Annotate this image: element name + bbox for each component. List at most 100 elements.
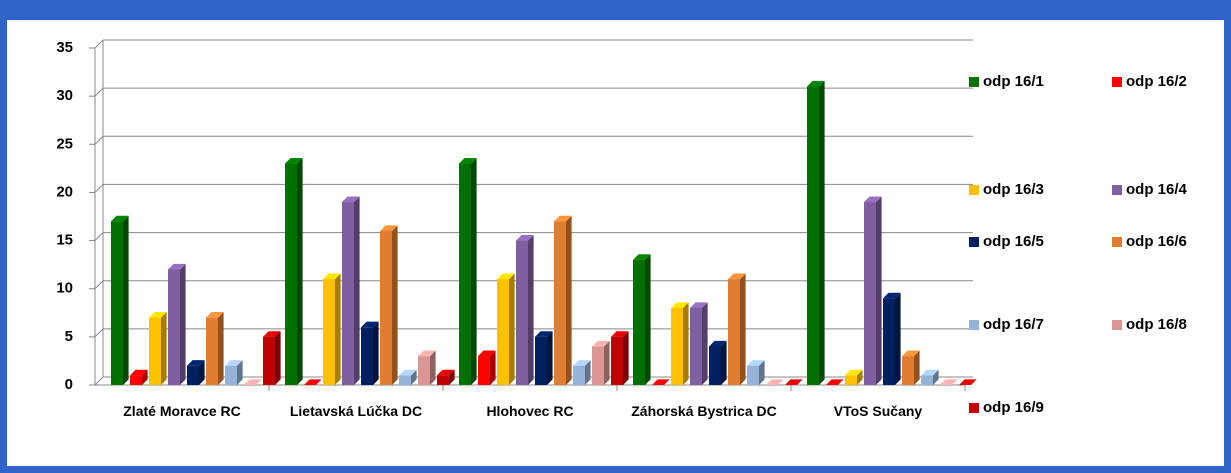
bar-top <box>671 302 689 308</box>
bar <box>323 279 335 385</box>
y-tick-label: 25 <box>56 135 73 152</box>
bar-side <box>354 196 360 385</box>
bar-top <box>709 340 727 347</box>
bar <box>902 356 914 385</box>
legend-swatch <box>969 237 979 247</box>
bar-side <box>721 340 727 385</box>
bar-top <box>244 379 262 385</box>
bar-side <box>430 350 436 385</box>
bar <box>690 307 702 385</box>
bar-top <box>187 360 205 366</box>
x-tick-label: VToS Sučany <box>833 403 923 419</box>
bar-top <box>263 331 281 337</box>
bar-top <box>883 292 901 299</box>
bar-side <box>933 369 939 385</box>
bar <box>592 346 604 385</box>
bar <box>516 240 528 385</box>
bar-top <box>690 302 708 308</box>
bar <box>864 202 876 385</box>
bar-top <box>111 215 129 222</box>
legend-label: odp 16/8 <box>1126 316 1187 333</box>
bar-top <box>959 379 977 385</box>
bar-top <box>304 379 322 385</box>
legend-label: odp 16/7 <box>983 316 1044 333</box>
bar <box>285 163 297 385</box>
bar-top <box>323 273 341 280</box>
x-tick-label: Zlaté Moravce RC <box>123 403 241 419</box>
bar <box>206 317 218 385</box>
bar <box>130 375 142 385</box>
bar-top <box>225 360 243 366</box>
x-tick-label: Hlohovec RC <box>486 403 574 419</box>
bar-top <box>902 350 920 357</box>
bar <box>633 259 645 385</box>
bar-top <box>633 254 651 260</box>
bar-side <box>759 360 765 385</box>
bar <box>807 86 819 385</box>
bar <box>149 317 161 385</box>
bar-side <box>199 360 205 385</box>
bar <box>554 221 566 385</box>
bar-side <box>123 215 129 385</box>
bar-top <box>785 379 803 385</box>
bar-top <box>766 379 784 385</box>
bar-side <box>373 321 379 385</box>
bar-side <box>180 263 186 385</box>
bar <box>478 356 490 385</box>
bar-top <box>380 225 398 231</box>
bar <box>497 279 509 385</box>
bar-side <box>623 331 629 385</box>
bar-top <box>497 273 515 280</box>
bar <box>168 269 180 385</box>
bar-side <box>449 369 455 385</box>
bar-side <box>585 360 591 385</box>
bar <box>380 230 392 385</box>
grid-line-depth <box>94 135 104 145</box>
bar-top <box>285 157 303 164</box>
bar-side <box>490 350 496 385</box>
x-tick-label: Záhorská Bystrica DC <box>631 403 777 419</box>
legend-label: odp 16/4 <box>1126 181 1188 198</box>
grid-line-depth <box>94 376 104 386</box>
grid-line-depth <box>94 280 104 290</box>
bar-top <box>592 340 610 347</box>
y-tick-label: 15 <box>56 232 73 249</box>
legend-label: odp 16/1 <box>983 73 1044 90</box>
bar-side <box>392 225 398 385</box>
bar <box>225 365 237 385</box>
legend-swatch <box>969 403 979 413</box>
bar <box>418 356 430 385</box>
y-tick-label: 30 <box>56 87 73 104</box>
bar <box>573 365 585 385</box>
bar <box>611 336 623 385</box>
legend-swatch <box>1112 320 1122 330</box>
bar-side <box>335 273 341 385</box>
bar <box>111 221 123 385</box>
y-tick-label: 35 <box>56 39 73 56</box>
bar-top <box>206 312 224 318</box>
bar-top <box>361 321 379 328</box>
bar-top <box>807 80 825 87</box>
bar-side <box>161 312 167 385</box>
x-tick-label: Lietavská Lúčka DC <box>289 403 423 419</box>
bar <box>671 307 683 385</box>
bar-top <box>418 350 436 357</box>
bar-top <box>921 369 939 376</box>
bar-side <box>528 234 534 385</box>
bar <box>459 163 471 385</box>
bar-top <box>652 379 670 385</box>
bar-side <box>509 273 515 385</box>
legend-label: odp 16/3 <box>983 181 1044 198</box>
bar-side <box>566 215 572 385</box>
grid-line-depth <box>94 87 104 97</box>
bar <box>845 375 857 385</box>
legend-swatch <box>1112 237 1122 247</box>
legend-label: odp 16/2 <box>1126 73 1187 90</box>
bar <box>399 375 411 385</box>
bar <box>535 336 547 385</box>
bar-side <box>604 340 610 385</box>
chart-frame: 0 5 10 15 20 25 30 35 odp 16/1 odp 16/2 odp 16/3 od… <box>7 20 1224 466</box>
bar-top <box>826 379 844 385</box>
legend-swatch <box>969 185 979 195</box>
